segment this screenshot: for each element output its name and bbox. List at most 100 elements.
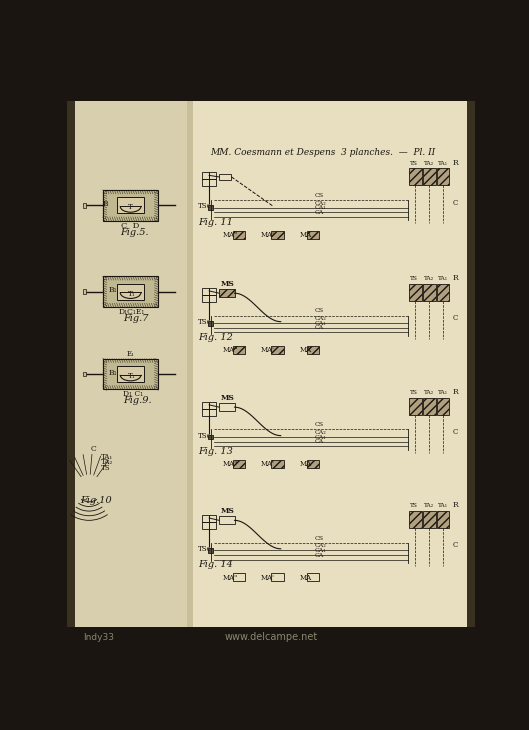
Text: TA₂: TA₂: [424, 276, 434, 281]
Bar: [117, 284, 144, 299]
Bar: [75, 101, 190, 626]
Bar: [202, 172, 209, 180]
Text: MA: MA: [299, 461, 312, 469]
Text: TA₂: TA₂: [424, 390, 434, 395]
Bar: [202, 522, 209, 529]
Text: CA₂: CA₂: [315, 316, 326, 321]
Bar: [202, 402, 209, 409]
Bar: [208, 205, 213, 210]
Bar: [209, 295, 216, 301]
Text: Fig. 12: Fig. 12: [198, 333, 233, 342]
Text: CA₂: CA₂: [315, 543, 326, 548]
Bar: [202, 180, 209, 186]
Text: MA': MA': [261, 574, 275, 582]
Text: R: R: [452, 274, 458, 282]
Bar: [103, 190, 158, 220]
Bar: [437, 169, 449, 185]
Text: MA": MA": [222, 574, 238, 582]
Text: R: R: [452, 158, 458, 166]
Text: CA₁: CA₁: [315, 435, 326, 439]
Text: Fig.7: Fig.7: [123, 314, 149, 323]
Text: MA: MA: [299, 347, 312, 355]
Text: TA₂: TA₂: [424, 161, 434, 166]
Text: CA₁: CA₁: [315, 548, 326, 553]
Text: Fig.5.: Fig.5.: [120, 228, 149, 237]
Bar: [209, 180, 216, 186]
Bar: [271, 461, 284, 468]
Text: CA: CA: [315, 326, 324, 331]
Text: TA₁: TA₁: [438, 503, 448, 508]
Bar: [202, 288, 209, 295]
Text: www.delcampe.net: www.delcampe.net: [224, 632, 317, 642]
Text: CA: CA: [315, 439, 324, 445]
Text: TSc: TSc: [198, 545, 212, 553]
Bar: [202, 409, 209, 415]
Bar: [409, 284, 422, 301]
Text: MA": MA": [222, 461, 238, 469]
Bar: [307, 461, 319, 468]
Bar: [437, 511, 449, 528]
Bar: [202, 295, 209, 301]
Text: C: C: [452, 199, 458, 207]
Text: TS: TS: [410, 503, 418, 508]
Text: TSc: TSc: [198, 432, 212, 440]
Bar: [307, 346, 319, 354]
Text: T₁: T₁: [127, 372, 135, 380]
Text: MA': MA': [261, 347, 275, 355]
Text: TA₂: TA₂: [102, 458, 113, 466]
Text: D₁ C₁: D₁ C₁: [123, 391, 143, 399]
Bar: [233, 346, 245, 354]
Text: TSc: TSc: [198, 318, 212, 326]
Text: MA': MA': [261, 231, 275, 239]
Text: R: R: [452, 502, 458, 510]
Bar: [233, 574, 245, 581]
Bar: [209, 409, 216, 415]
Text: C: C: [90, 445, 96, 453]
Bar: [409, 398, 422, 415]
Bar: [233, 461, 245, 468]
Bar: [209, 402, 216, 409]
Text: MA': MA': [261, 461, 275, 469]
Text: TSc: TSc: [198, 202, 212, 210]
Text: D₁C₁E₁: D₁C₁E₁: [118, 308, 144, 316]
Text: MM. Coesmann et Despens: MM. Coesmann et Despens: [210, 148, 335, 158]
Text: Fig.9.: Fig.9.: [123, 396, 151, 405]
Bar: [68, 626, 475, 650]
Text: Fig. 13: Fig. 13: [198, 447, 233, 456]
Text: TS: TS: [410, 390, 418, 395]
Text: C: C: [452, 314, 458, 322]
Bar: [117, 197, 144, 213]
Text: Fig. 14: Fig. 14: [198, 561, 233, 569]
Text: TA₁: TA₁: [102, 453, 114, 461]
Text: MA": MA": [222, 347, 238, 355]
Text: 3 planches.  —  Pl. II: 3 planches. — Pl. II: [341, 148, 435, 158]
Text: TA₁: TA₁: [438, 390, 448, 395]
Text: CS: CS: [315, 193, 324, 198]
Text: TA₁: TA₁: [438, 276, 448, 281]
Bar: [409, 169, 422, 185]
Text: C: C: [452, 428, 458, 436]
Text: CA: CA: [315, 553, 324, 558]
Bar: [209, 288, 216, 295]
Bar: [467, 101, 475, 626]
Text: Fig. 11: Fig. 11: [198, 218, 233, 226]
Text: R: R: [452, 388, 458, 396]
Bar: [117, 366, 144, 382]
Bar: [209, 515, 216, 522]
Text: B: B: [103, 200, 108, 208]
Text: MS: MS: [221, 394, 234, 402]
Text: CA₂: CA₂: [315, 201, 326, 206]
Bar: [202, 515, 209, 522]
Bar: [219, 517, 234, 524]
Text: TS: TS: [102, 464, 111, 472]
Text: MS: MS: [221, 280, 234, 288]
Bar: [190, 101, 467, 626]
Text: CA₂: CA₂: [315, 430, 326, 435]
Bar: [307, 231, 319, 239]
Bar: [208, 435, 213, 439]
Bar: [83, 289, 86, 294]
Bar: [208, 548, 213, 553]
Bar: [187, 101, 193, 626]
Text: CA₁: CA₁: [315, 205, 326, 210]
Text: MA": MA": [222, 231, 238, 239]
